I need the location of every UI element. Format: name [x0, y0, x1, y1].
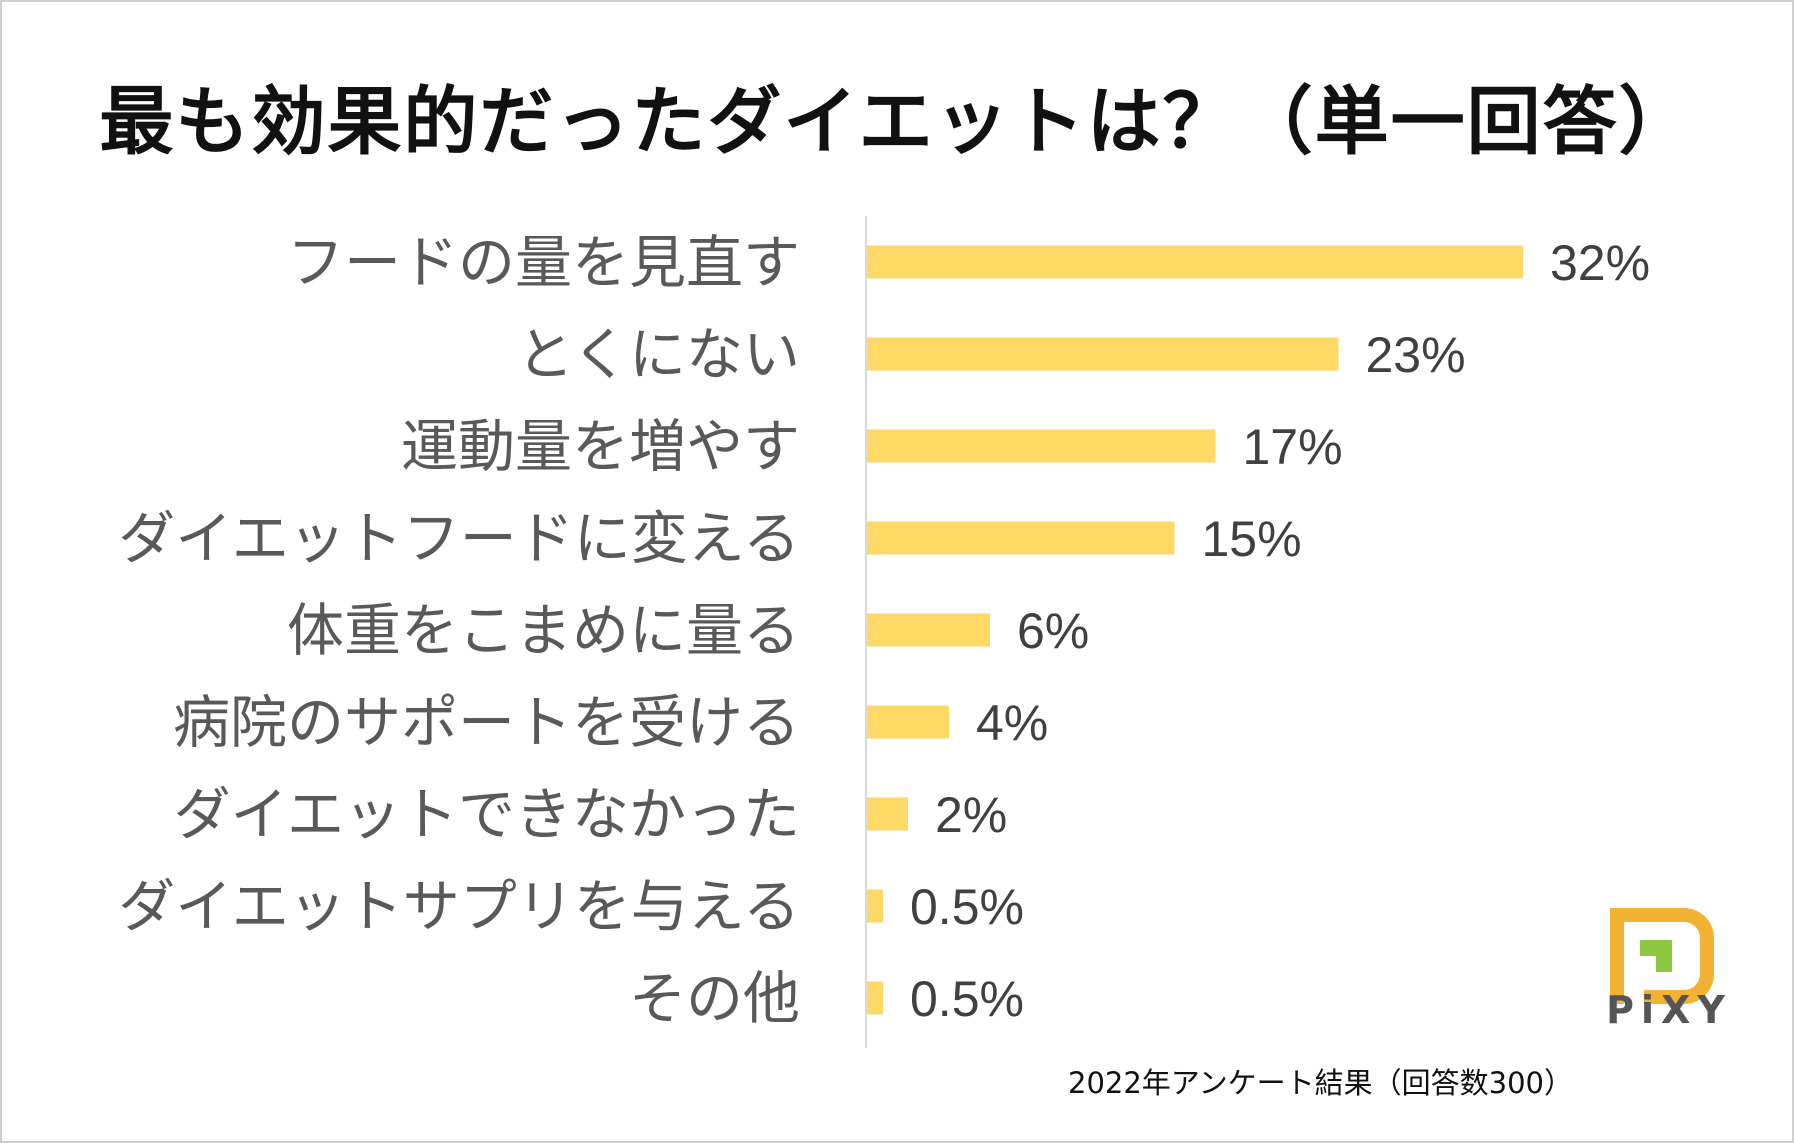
category-label-4: ダイエットフードに変える [118, 506, 800, 572]
bar-3 [867, 429, 1216, 463]
bar-5 [867, 613, 990, 647]
value-label-8: 0.5% [910, 879, 1024, 935]
logo-mark-outer [1610, 908, 1714, 1004]
value-label-2: 23% [1366, 327, 1466, 383]
category-label-1: フードの量を見直す [287, 230, 800, 296]
value-label-5: 6% [1017, 603, 1089, 659]
logo-mark-inner [1640, 956, 1656, 972]
bar-4 [867, 521, 1175, 555]
category-label-2: とくにない [517, 322, 800, 388]
category-label-7: ダイエットできなかった [174, 782, 800, 848]
bar-2 [867, 337, 1339, 371]
category-label-9: その他 [629, 966, 800, 1032]
bar-7 [867, 797, 908, 831]
bar-6 [867, 705, 949, 739]
value-label-7: 2% [935, 787, 1007, 843]
footnote: 2022年アンケート結果（回答数300） [1068, 1066, 1573, 1100]
value-label-1: 32% [1550, 235, 1650, 291]
category-label-6: 病院のサポートを受ける [173, 690, 800, 756]
bar-8 [867, 889, 883, 923]
logo-text: PiXY [1606, 988, 1732, 1032]
pixy-logo [1610, 908, 1714, 1004]
bar-1 [867, 245, 1523, 279]
chart-title: 最も効果的だったダイエットは？（単一回答） [99, 79, 1695, 165]
category-label-3: 運動量を増やす [401, 414, 800, 480]
category-label-8: ダイエットサプリを与える [118, 874, 800, 940]
value-label-4: 15% [1202, 511, 1302, 567]
value-label-9: 0.5% [910, 971, 1024, 1027]
bar-9 [867, 981, 883, 1015]
category-label-5: 体重をこまめに量る [287, 598, 800, 664]
value-label-3: 17% [1243, 419, 1343, 475]
value-label-6: 4% [976, 695, 1048, 751]
